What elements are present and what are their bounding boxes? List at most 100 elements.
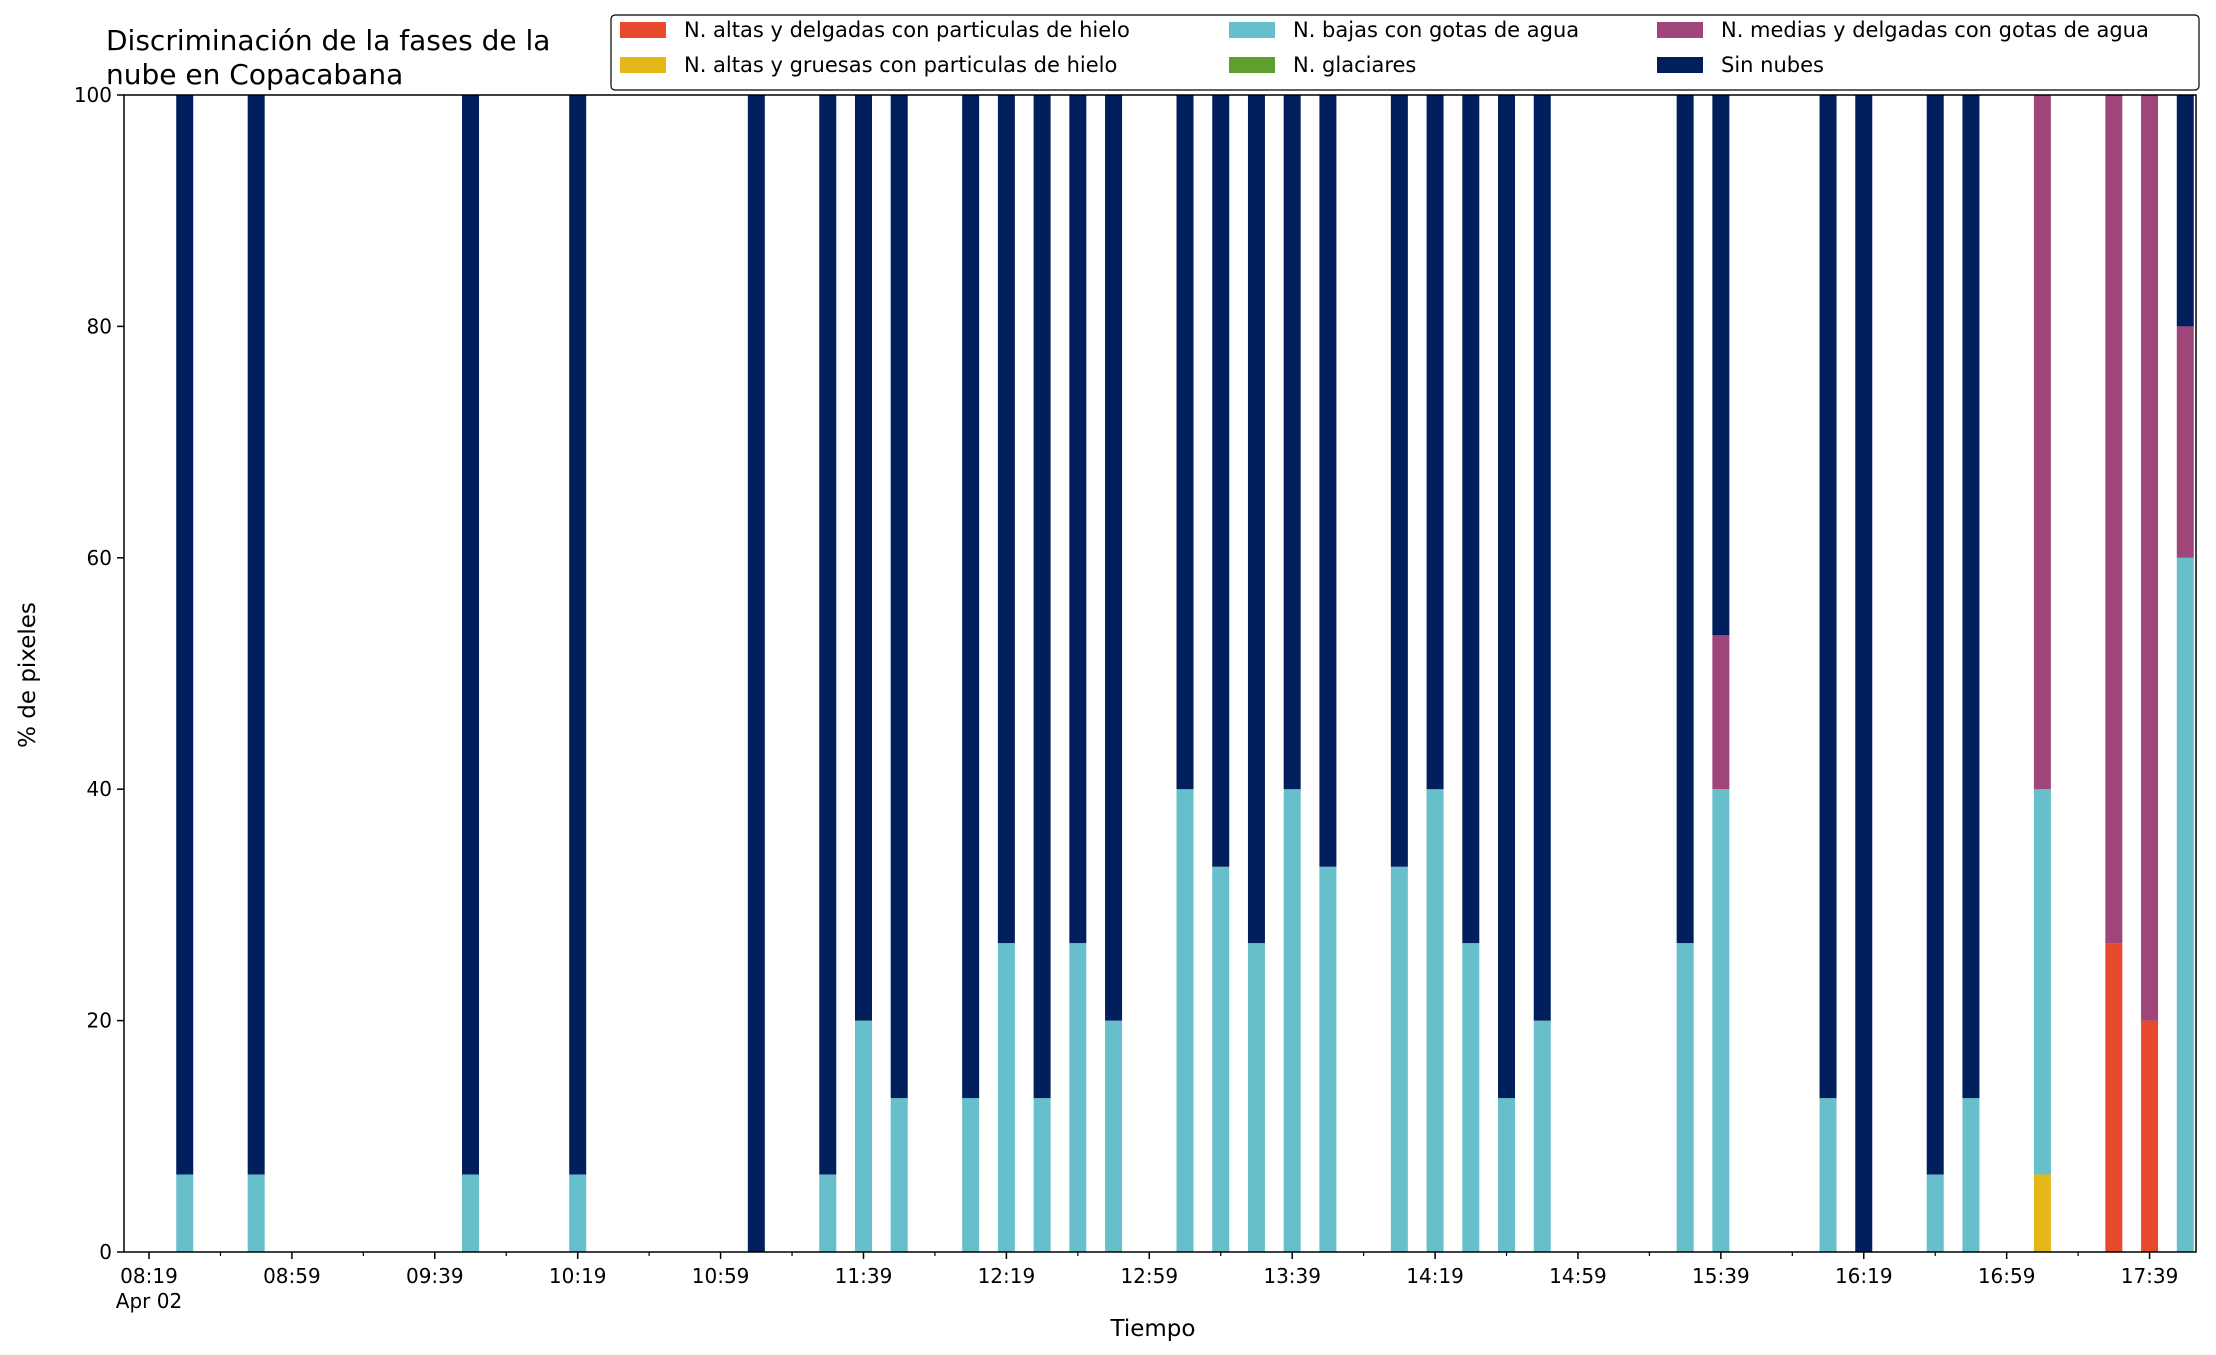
legend-box	[610, 14, 2200, 91]
bar-1239-series-2	[1069, 943, 1087, 1252]
chart-title-line-2: nube en Copacabana	[106, 58, 403, 91]
bar-1429-series-5	[1462, 95, 1480, 944]
bar-1309-series-5	[1176, 95, 1194, 790]
legend-label: Sin nubes	[1721, 53, 1824, 77]
bar-1639-series-2	[1926, 1174, 1944, 1252]
bar-0849-series-2	[247, 1174, 265, 1252]
x-tick-sublabel: Apr 02	[116, 1289, 182, 1313]
x-axis-label: Tiempo	[1110, 1316, 1196, 1342]
legend-label: N. altas y delgadas con particulas de hi…	[684, 18, 1130, 42]
bar-1749-series-5	[2176, 95, 2194, 327]
x-tick-label: 14:59	[1549, 1264, 1607, 1288]
legend-label: N. glaciares	[1293, 53, 1416, 77]
bar-1149-series-5	[890, 95, 908, 1099]
bar-1639-series-5	[1926, 95, 1944, 1175]
bar-0849-series-5	[247, 95, 265, 1175]
bar-1319-series-5	[1212, 95, 1230, 867]
bar-1729-series-4	[2105, 95, 2123, 944]
bar-1619-series-5	[1855, 95, 1873, 1252]
bar-1449-series-5	[1533, 95, 1551, 1021]
bar-0829-series-5	[176, 95, 194, 1175]
y-axis-label: % de pixeles	[15, 602, 41, 748]
bar-1449-series-2	[1533, 1020, 1551, 1252]
bar-1529-series-5	[1676, 95, 1694, 944]
bar-1209-series-2	[962, 1098, 980, 1252]
bar-1419-series-5	[1426, 95, 1444, 790]
bar-1329-series-2	[1247, 943, 1265, 1252]
legend-swatch	[1229, 22, 1275, 38]
bar-1309-series-2	[1176, 789, 1194, 1252]
x-tick-label: 12:19	[978, 1264, 1036, 1288]
x-tick-label: 16:59	[1978, 1264, 2036, 1288]
x-tick-label: 13:39	[1263, 1264, 1321, 1288]
bar-1739-series-0	[2141, 1020, 2159, 1252]
x-tick-label: 14:19	[1406, 1264, 1464, 1288]
legend-label: N. altas y gruesas con particulas de hie…	[684, 53, 1117, 77]
bar-0949-series-2	[462, 1174, 480, 1252]
x-tick-label: 16:19	[1835, 1264, 1893, 1288]
y-tick-label: 40	[87, 777, 112, 801]
bar-1339-series-2	[1283, 789, 1301, 1252]
bar-1149-series-2	[890, 1098, 908, 1252]
bar-1439-series-2	[1498, 1098, 1516, 1252]
bar-1749-series-2	[2176, 557, 2194, 1252]
bar-1349-series-2	[1319, 866, 1337, 1252]
bar-1539-series-5	[1712, 95, 1730, 636]
bar-1409-series-2	[1390, 866, 1408, 1252]
bar-1539-series-2	[1712, 789, 1730, 1252]
legend-label: N. bajas con gotas de agua	[1293, 18, 1579, 42]
y-tick-label: 0	[99, 1240, 112, 1264]
bar-1649-series-2	[1962, 1098, 1980, 1252]
bar-1609-series-2	[1819, 1098, 1837, 1252]
x-tick-label: 11:39	[835, 1264, 893, 1288]
bar-1019-series-5	[569, 95, 587, 1175]
x-tick-label: 17:39	[2121, 1264, 2179, 1288]
bar-1429-series-2	[1462, 943, 1480, 1252]
legend-swatch	[620, 57, 666, 73]
bar-1709-series-1	[2033, 1174, 2051, 1252]
bar-1219-series-2	[997, 943, 1015, 1252]
bar-0949-series-5	[462, 95, 480, 1175]
bar-1539-series-4	[1712, 635, 1730, 790]
y-tick-label: 60	[87, 546, 112, 570]
bar-1709-series-2	[2033, 789, 2051, 1175]
x-tick-label: 12:59	[1120, 1264, 1178, 1288]
bar-1329-series-5	[1247, 95, 1265, 944]
x-tick-label: 10:19	[549, 1264, 607, 1288]
legend: N. altas y delgadas con particulas de hi…	[610, 14, 2200, 91]
bar-1109-series-5	[747, 95, 765, 1252]
bar-0829-series-2	[176, 1174, 194, 1252]
bar-1529-series-2	[1676, 943, 1694, 1252]
bar-1409-series-5	[1390, 95, 1408, 867]
bar-1249-series-5	[1105, 95, 1123, 1021]
legend-swatch	[620, 22, 666, 38]
bar-1739-series-4	[2141, 95, 2159, 1021]
bar-1729-series-0	[2105, 943, 2123, 1252]
bar-1209-series-5	[962, 95, 980, 1099]
x-tick-label: 10:59	[692, 1264, 750, 1288]
x-tick-label: 09:39	[406, 1264, 464, 1288]
legend-swatch	[1657, 57, 1703, 73]
bar-1439-series-5	[1498, 95, 1516, 1099]
y-tick-label: 100	[74, 83, 112, 107]
bar-1349-series-5	[1319, 95, 1337, 867]
bar-1019-series-2	[569, 1174, 587, 1252]
plot-frame	[123, 94, 2197, 1253]
bar-1229-series-2	[1033, 1098, 1051, 1252]
bar-1339-series-5	[1283, 95, 1301, 790]
bar-1219-series-5	[997, 95, 1015, 944]
bar-1319-series-2	[1212, 866, 1230, 1252]
bar-1139-series-2	[854, 1020, 872, 1252]
bar-1239-series-5	[1069, 95, 1087, 944]
bar-1709-series-4	[2033, 95, 2051, 790]
x-tick-label: 08:59	[263, 1264, 321, 1288]
bar-1649-series-5	[1962, 95, 1980, 1099]
bar-1129-series-2	[819, 1174, 837, 1252]
legend-swatch	[1657, 22, 1703, 38]
bar-1749-series-4	[2176, 326, 2194, 558]
legend-swatch	[1229, 57, 1275, 73]
chart-title-line-1: Discriminación de la fases de la	[106, 24, 550, 57]
x-tick-label: 15:39	[1692, 1264, 1750, 1288]
y-tick-label: 80	[87, 314, 112, 338]
